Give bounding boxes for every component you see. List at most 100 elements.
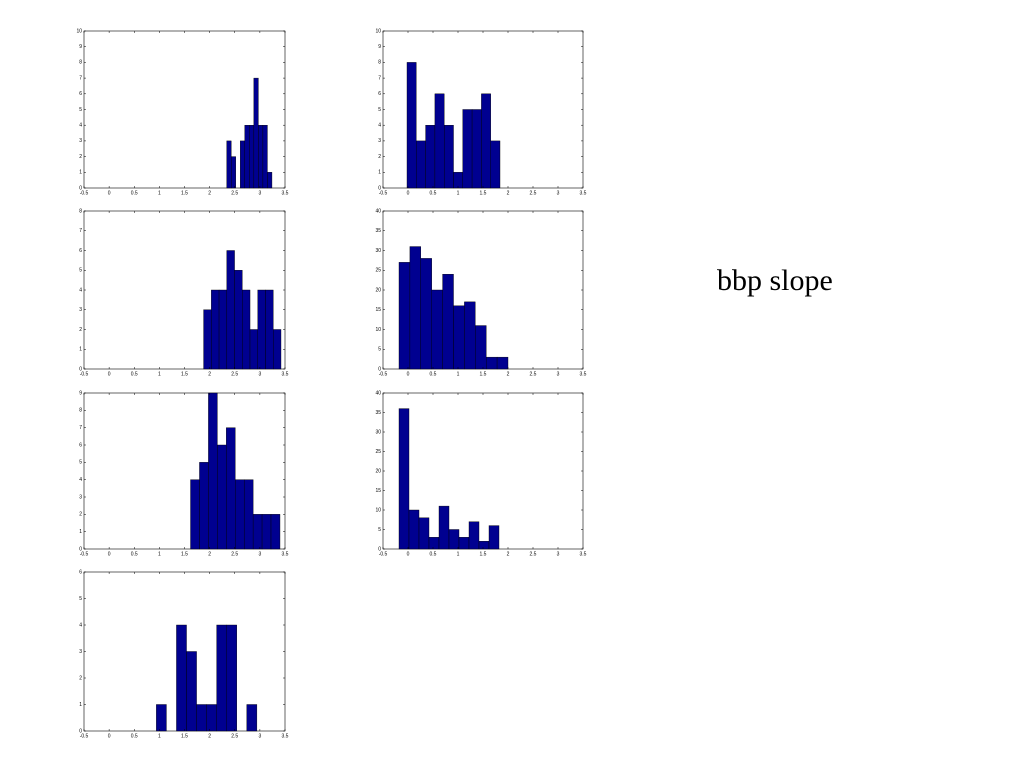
x-tick-label: 2.5 (231, 371, 238, 377)
bar (261, 514, 272, 550)
x-tick-label: 3.5 (580, 190, 587, 196)
bar (253, 77, 259, 189)
y-tick-label: 2 (79, 154, 82, 160)
y-tick-label: 4 (79, 622, 82, 628)
x-tick-label: 3.5 (282, 551, 289, 557)
x-tick-label: 1.5 (480, 190, 487, 196)
bar (231, 156, 236, 189)
bar (206, 704, 217, 732)
y-tick-label: 25 (375, 449, 381, 455)
x-tick-label: 2 (208, 371, 211, 377)
y-tick-label: 30 (375, 248, 381, 254)
y-tick-label: 1 (79, 702, 82, 708)
y-tick-label: 8 (79, 60, 82, 66)
y-tick-label: 10 (375, 327, 381, 333)
bar (218, 289, 228, 370)
x-tick-label: 2 (208, 733, 211, 739)
bar (242, 289, 251, 370)
x-tick-label: 1 (158, 371, 161, 377)
x-tick-label: 2.5 (530, 551, 537, 557)
bar (488, 525, 500, 550)
x-tick-label: 1 (457, 551, 460, 557)
y-tick-label: 40 (375, 208, 381, 214)
y-tick-label: 0 (79, 366, 82, 372)
y-tick-label: 5 (79, 268, 82, 274)
bar (226, 427, 236, 550)
bar (243, 479, 254, 550)
y-tick-label: 2 (79, 675, 82, 681)
bar (486, 356, 498, 370)
y-tick-label: 10 (375, 507, 381, 513)
bar (273, 329, 282, 370)
x-tick-label: -0.5 (80, 551, 89, 557)
bar (186, 651, 197, 732)
x-tick-label: 2.5 (530, 190, 537, 196)
bar (420, 258, 432, 370)
bar (217, 444, 227, 550)
x-tick-label: 0 (407, 551, 410, 557)
bar (475, 325, 487, 370)
y-tick-label: 7 (79, 75, 82, 81)
x-tick-label: 3.5 (282, 190, 289, 196)
bar (434, 93, 445, 189)
y-tick-label: 9 (378, 44, 381, 50)
bar (478, 541, 490, 550)
x-tick-label: 3 (258, 371, 261, 377)
x-tick-label: -0.5 (80, 733, 89, 739)
x-tick-label: 0 (407, 371, 410, 377)
bar (216, 624, 227, 732)
y-tick-label: 2 (79, 327, 82, 333)
x-tick-label: 1.5 (181, 371, 188, 377)
x-tick-label: 2.5 (231, 190, 238, 196)
y-tick-label: 1 (79, 170, 82, 176)
bar (408, 509, 420, 550)
bar (444, 124, 454, 189)
x-tick-label: 0 (108, 371, 111, 377)
bar (190, 479, 200, 550)
y-tick-label: 6 (79, 248, 82, 254)
x-tick-label: -0.5 (379, 371, 388, 377)
x-tick-label: 0.5 (131, 371, 138, 377)
y-tick-label: 0 (378, 185, 381, 191)
x-tick-label: 1 (158, 733, 161, 739)
x-tick-label: 2 (507, 190, 510, 196)
bar (226, 140, 232, 189)
bar (398, 408, 410, 550)
y-tick-label: 5 (79, 596, 82, 602)
y-tick-label: 3 (79, 649, 82, 655)
y-tick-label: 8 (79, 208, 82, 214)
y-tick-label: 20 (375, 468, 381, 474)
x-tick-label: 2.5 (231, 551, 238, 557)
bar (211, 289, 220, 370)
bar (199, 462, 209, 550)
x-tick-label: 1.5 (480, 371, 487, 377)
y-tick-label: 10 (76, 28, 82, 34)
x-tick-label: 2 (507, 371, 510, 377)
y-tick-label: 7 (79, 228, 82, 234)
y-tick-label: 20 (375, 287, 381, 293)
x-tick-label: 2 (208, 551, 211, 557)
y-tick-label: 30 (375, 429, 381, 435)
bar (208, 392, 218, 550)
bar (156, 704, 167, 732)
bar (481, 93, 491, 189)
y-tick-label: 1 (79, 347, 82, 353)
y-tick-label: 5 (79, 460, 82, 466)
y-tick-label: 9 (79, 390, 82, 396)
bar (464, 301, 476, 370)
y-tick-label: 5 (79, 107, 82, 113)
bar (462, 109, 473, 189)
x-tick-label: 0.5 (430, 551, 437, 557)
y-tick-label: 10 (375, 28, 381, 34)
x-tick-label: 3 (258, 551, 261, 557)
bar (270, 514, 281, 550)
bar (240, 140, 245, 189)
y-tick-label: 3 (79, 307, 82, 313)
bar (418, 517, 430, 550)
x-tick-label: -0.5 (379, 551, 388, 557)
y-tick-label: 6 (79, 91, 82, 97)
x-tick-label: -0.5 (80, 190, 89, 196)
y-tick-label: 3 (79, 138, 82, 144)
